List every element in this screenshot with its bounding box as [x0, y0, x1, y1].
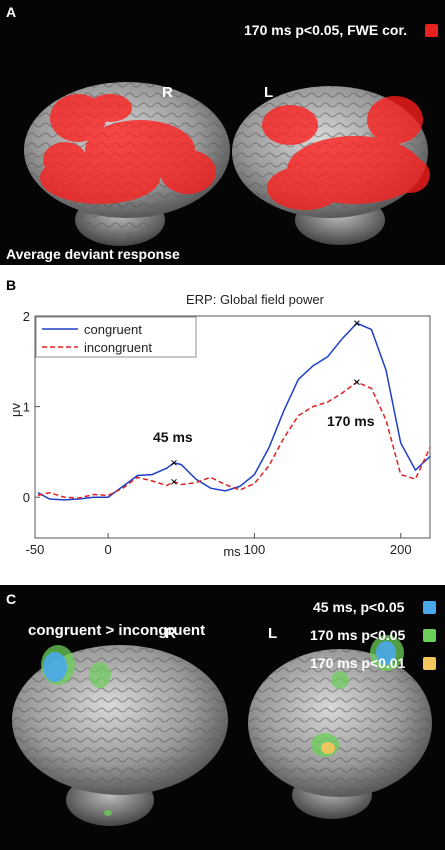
x-tick-label: -50 — [26, 542, 45, 557]
chart-legend — [35, 316, 197, 358]
chart-title: ERP: Global field power — [186, 292, 325, 307]
panel-c-contrast: congruent > incongruent — [28, 622, 206, 639]
x-tick-label: 100 — [244, 542, 266, 557]
panel-b: B ERP: Global field power -50 0 100 200 0 1 2 … — [0, 265, 445, 585]
panel-c-hemi-left: L — [268, 625, 278, 642]
legend-label-incongruent: incongruent — [84, 340, 152, 355]
plot-frame — [34, 315, 431, 539]
panel-a: A 170 ms p<0.05, FWE cor. R L Average de… — [0, 0, 445, 265]
series-line-incongruent — [37, 381, 431, 499]
panel-c-legend-3-swatch — [423, 657, 436, 670]
y-tick-label: 0 — [23, 490, 30, 505]
panel-a-legend-swatch — [425, 24, 438, 37]
panel-c-legend-3-text: 170 ms p<0.01 — [310, 655, 406, 671]
panel-c-legend-2-text: 170 ms p<0.05 — [310, 627, 406, 643]
panel-c-legend-2-swatch — [423, 629, 436, 642]
panel-b-label: B — [6, 277, 17, 293]
series-line-congruent — [37, 322, 431, 501]
activation-c-left — [311, 635, 404, 757]
activation-a-left — [262, 96, 430, 210]
annotation-45ms: 45 ms — [153, 429, 193, 445]
annotation-170ms: 170 ms — [327, 413, 375, 429]
activation-c-right — [41, 645, 112, 816]
panel-c-hemi-right: R — [165, 625, 176, 642]
legend-label-congruent: congruent — [84, 322, 142, 337]
y-axis-label: μv — [8, 403, 23, 417]
panel-a-label: A — [6, 4, 17, 20]
x-tick-label: 0 — [105, 542, 112, 557]
erp-chart: ERP: Global field power -50 0 100 200 0 1 2 ms… — [8, 292, 431, 559]
activation-a-right — [40, 94, 216, 204]
panel-a-hemi-left: L — [264, 84, 274, 101]
peak-marker — [171, 478, 177, 485]
brain-render-c — [12, 635, 432, 826]
brain-render-a — [24, 82, 430, 246]
panel-c-legend-1-text: 45 ms, p<0.05 — [313, 599, 405, 615]
y-tick-label: 2 — [23, 309, 30, 324]
panel-c-legend-1-swatch — [423, 601, 436, 614]
peak-marker — [171, 459, 177, 466]
peak-marker — [353, 320, 360, 327]
panel-c: C congruent > incongruent 45 ms, p<0.05 … — [0, 585, 445, 850]
panel-a-hemi-right: R — [162, 84, 173, 101]
y-tick-label: 1 — [23, 400, 30, 415]
x-tick-label: 200 — [390, 542, 412, 557]
panel-a-caption: Average deviant response — [6, 246, 180, 262]
panel-c-label: C — [6, 591, 17, 607]
left-hemisphere-c — [248, 649, 432, 819]
x-axis-label: ms — [223, 544, 241, 559]
peak-marker — [353, 379, 360, 386]
panel-a-legend-text: 170 ms p<0.05, FWE cor. — [244, 22, 408, 38]
